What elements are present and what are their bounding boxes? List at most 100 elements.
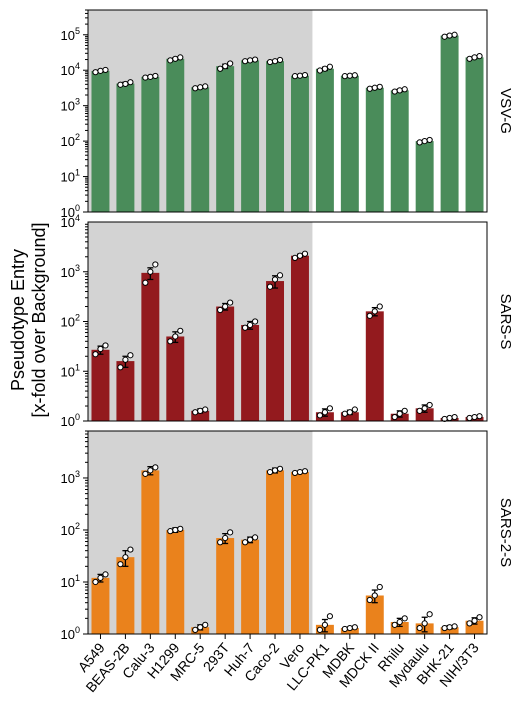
bar bbox=[365, 311, 384, 421]
data-point bbox=[152, 72, 159, 80]
data-point bbox=[217, 306, 224, 314]
bar bbox=[266, 61, 285, 212]
y-tick-base: 10 bbox=[61, 471, 75, 486]
data-point bbox=[346, 72, 353, 79]
data-point bbox=[222, 303, 229, 310]
data-point bbox=[346, 409, 353, 416]
y-tick-exponent: 5 bbox=[75, 26, 80, 36]
y-tick-base: 10 bbox=[61, 523, 75, 538]
data-point bbox=[351, 624, 358, 631]
data-point bbox=[351, 72, 358, 79]
data-point bbox=[351, 406, 358, 413]
data-point bbox=[222, 63, 229, 70]
data-point bbox=[152, 464, 159, 471]
data-point bbox=[217, 65, 224, 72]
y-tick-exponent: 3 bbox=[75, 469, 80, 479]
panel-title: SARS-S bbox=[497, 294, 514, 350]
y-tick-label: 103 bbox=[61, 97, 80, 114]
data-point bbox=[426, 611, 433, 618]
y-tick-base: 10 bbox=[61, 205, 75, 220]
data-point bbox=[246, 57, 254, 64]
y-tick-base: 10 bbox=[61, 627, 75, 642]
y-tick-base: 10 bbox=[61, 315, 75, 330]
data-point bbox=[371, 592, 378, 599]
y-tick-label: 103 bbox=[61, 469, 80, 486]
data-point bbox=[401, 615, 408, 622]
data-point bbox=[271, 58, 279, 65]
data-point bbox=[122, 356, 129, 363]
y-tick-exponent: 3 bbox=[75, 97, 80, 107]
data-point bbox=[117, 364, 124, 371]
data-point bbox=[341, 625, 348, 633]
data-point bbox=[251, 318, 259, 325]
y-tick-label: 104 bbox=[61, 61, 80, 78]
data-point bbox=[152, 261, 159, 268]
y-tick-base: 10 bbox=[61, 28, 75, 43]
data-point bbox=[416, 139, 423, 146]
bar bbox=[166, 58, 185, 212]
data-point bbox=[421, 405, 428, 412]
data-point bbox=[396, 87, 403, 94]
data-point bbox=[122, 554, 129, 561]
data-point bbox=[177, 525, 184, 532]
data-point bbox=[401, 86, 408, 93]
y-tick-base: 10 bbox=[61, 364, 75, 379]
data-point bbox=[227, 60, 234, 67]
y-axis-label-line1: Pseudotype Entry bbox=[8, 249, 28, 391]
data-point bbox=[92, 578, 99, 586]
data-point bbox=[366, 596, 373, 604]
data-point bbox=[147, 467, 154, 474]
data-point bbox=[296, 252, 304, 259]
bar bbox=[91, 349, 110, 421]
data-point bbox=[97, 345, 104, 353]
y-tick-label: 102 bbox=[61, 521, 80, 538]
data-point bbox=[396, 618, 403, 626]
bar bbox=[191, 410, 210, 421]
data-point bbox=[446, 624, 453, 631]
data-point bbox=[376, 303, 383, 310]
bar bbox=[241, 60, 260, 213]
data-point bbox=[421, 620, 428, 627]
data-point bbox=[376, 583, 383, 591]
data-point bbox=[197, 84, 204, 91]
data-point bbox=[321, 409, 329, 416]
bar bbox=[340, 75, 359, 212]
data-point bbox=[192, 85, 199, 92]
data-point bbox=[251, 56, 259, 63]
bar bbox=[440, 627, 459, 634]
data-point bbox=[172, 333, 179, 340]
data-point bbox=[177, 327, 184, 334]
y-tick-label: 103 bbox=[61, 263, 80, 280]
y-tick-exponent: 0 bbox=[75, 412, 80, 422]
data-point bbox=[102, 66, 109, 74]
data-point bbox=[142, 279, 149, 286]
bar bbox=[166, 336, 185, 421]
data-point bbox=[202, 406, 209, 413]
data-point bbox=[371, 84, 378, 91]
y-tick-exponent: 4 bbox=[75, 61, 80, 71]
bar bbox=[340, 412, 359, 421]
y-tick-label: 102 bbox=[61, 313, 80, 330]
data-point bbox=[97, 574, 104, 581]
bar bbox=[290, 255, 309, 421]
bar bbox=[315, 68, 334, 212]
data-point bbox=[241, 324, 249, 331]
y-tick-label: 104 bbox=[61, 213, 80, 230]
bar bbox=[365, 87, 384, 212]
bar bbox=[266, 470, 285, 634]
y-tick-base: 10 bbox=[61, 414, 75, 429]
data-point bbox=[416, 407, 423, 414]
y-tick-label: 102 bbox=[61, 132, 80, 149]
y-tick-exponent: 4 bbox=[75, 213, 80, 223]
bar bbox=[141, 272, 160, 421]
bar bbox=[191, 627, 210, 634]
data-point bbox=[391, 621, 398, 628]
data-point bbox=[217, 539, 224, 546]
data-point bbox=[451, 31, 458, 38]
panel-title: VSV-G bbox=[497, 88, 514, 134]
data-point bbox=[227, 529, 234, 536]
data-point bbox=[222, 534, 229, 542]
bar bbox=[116, 83, 135, 213]
data-point bbox=[396, 410, 403, 417]
data-point bbox=[167, 57, 174, 64]
